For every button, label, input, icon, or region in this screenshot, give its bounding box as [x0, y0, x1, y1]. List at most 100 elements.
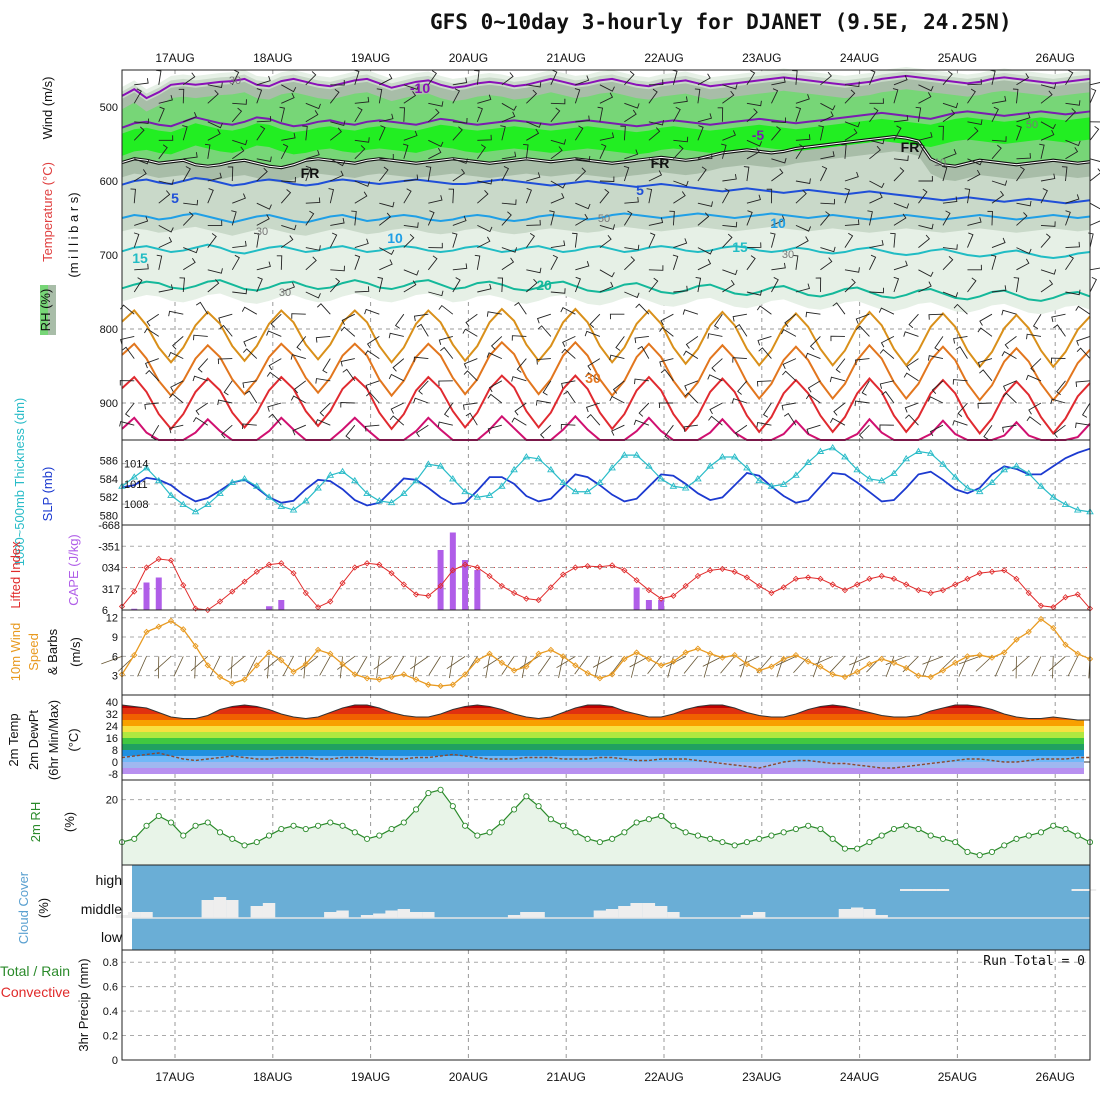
wind-barb-10m [1012, 656, 1029, 672]
wind-barb [305, 210, 315, 226]
wind-barb [183, 111, 197, 123]
wind-speed-point [412, 676, 420, 683]
wind-barb [535, 400, 551, 406]
wind-barb-10m [958, 655, 980, 665]
wind-barb [207, 188, 214, 204]
wind-barb [330, 158, 346, 167]
wind-barb [746, 70, 756, 86]
wind-barb [256, 88, 263, 104]
wind-barb [253, 232, 260, 248]
rh-point [768, 832, 775, 839]
wind-speed-point [658, 662, 665, 669]
wind-speed-point [314, 646, 322, 654]
rh-point [1074, 832, 1081, 839]
wind-barb [927, 355, 944, 361]
wind-barb [609, 354, 625, 361]
wind-barb [609, 313, 625, 320]
rh-point [976, 852, 983, 859]
wind-barb [428, 147, 442, 160]
wind-barb [1076, 347, 1091, 359]
wind-barb [292, 424, 306, 436]
y-tick-label: 500 [100, 102, 118, 114]
wind-barb [783, 412, 797, 426]
wind-barb [266, 330, 282, 337]
wind-barb [341, 313, 356, 325]
y-axis-title-cloud: Cloud Cover [16, 871, 31, 944]
wind-barb [585, 372, 601, 382]
wind-barb [1089, 220, 1100, 226]
precip-tick: 0.6 [103, 982, 118, 994]
li-point [694, 572, 701, 580]
wind-barb [379, 154, 394, 160]
wind-barb [377, 276, 384, 293]
wind-barb [182, 211, 194, 226]
wind-barb-10m [958, 656, 968, 677]
wind-tick: 9 [112, 632, 118, 644]
wind-barb [584, 330, 601, 337]
wind-barb [648, 277, 659, 293]
thickness-tick: 582 [100, 492, 118, 504]
label-layer: 17AUG 17AUG 18AUG 18AUG 19AUG 19AUG 20AUG 20AUG… [0, 51, 1085, 1084]
cloud-bar-middle [863, 909, 876, 918]
temp-band [122, 744, 1084, 750]
isotherm-35 [121, 374, 1091, 435]
wind-barb [983, 424, 993, 440]
slp-tick: 1014 [124, 459, 148, 471]
wind-barb [942, 70, 953, 86]
wind-barb [672, 69, 678, 85]
rh-point [511, 806, 518, 813]
wind-barb [869, 254, 877, 270]
wind-barb [1013, 277, 1020, 293]
wind-barb [844, 121, 861, 128]
wind-barb [1016, 200, 1032, 207]
wind-barb [511, 335, 527, 341]
wind-barb [575, 261, 590, 271]
wind-speed-point [694, 645, 702, 652]
wind-barb [207, 90, 219, 104]
li-point [890, 575, 898, 582]
wind-barb [844, 219, 860, 226]
wind-barb [487, 424, 502, 434]
wind-barb [1002, 392, 1017, 404]
temp-tick: 40 [106, 697, 118, 709]
wind-barb [342, 368, 356, 382]
wind-barb [232, 240, 247, 249]
wind-speed-point [792, 651, 800, 659]
wind-barb [256, 167, 268, 182]
wind-barb [658, 402, 674, 409]
thickness-point [289, 506, 298, 513]
wind-barb [207, 233, 217, 248]
wind-barb [501, 102, 517, 111]
wind-barb [1075, 305, 1091, 315]
wind-barb [501, 166, 510, 182]
cloud-bar-middle [140, 912, 153, 918]
wind-barb [967, 232, 974, 248]
wind-barb [820, 211, 831, 226]
wind-barb [281, 176, 296, 183]
wind-barb [957, 402, 968, 417]
wind-barb-10m [448, 656, 454, 679]
wind-barb-10m [1067, 656, 1079, 677]
date-label-bottom: 23AUG [742, 1070, 781, 1084]
wind-barb [281, 224, 297, 231]
wind-barb [415, 424, 429, 438]
cape-bar [462, 560, 469, 610]
thickness-point [363, 489, 371, 497]
wind-barb [844, 171, 859, 182]
cloud-level-label: middle [81, 901, 122, 917]
wind-barb [526, 219, 541, 226]
cape-bar [278, 600, 285, 610]
isotherm-20 [121, 279, 1091, 302]
wind-barb [501, 111, 516, 123]
wind-barb [231, 107, 243, 123]
wind-barb [1002, 424, 1017, 433]
wind-barb [869, 69, 876, 85]
wind-barb [354, 145, 366, 160]
cloud-bar-middle [875, 915, 888, 918]
y-axis-title-rh2m: 2m RH [28, 802, 43, 842]
thickness-point [694, 475, 702, 482]
y-axis-title-li: Lifted Index [8, 541, 23, 609]
wind-barb [1089, 82, 1100, 86]
cloud-bar-middle [422, 912, 435, 918]
wind-barb [501, 72, 514, 86]
